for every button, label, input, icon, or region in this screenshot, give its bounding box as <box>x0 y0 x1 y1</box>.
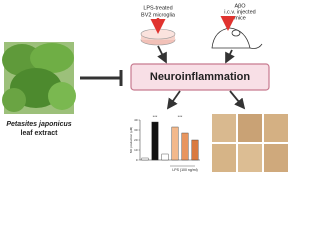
extract-suffix: leaf extract <box>21 130 59 137</box>
bar-chart: 0 10 20 30 40 NO production (μM) *** *** LPS (10… <box>129 114 200 172</box>
arrow <box>225 49 235 64</box>
arrow <box>157 45 167 64</box>
bar <box>171 126 179 161</box>
input-label: mice <box>234 15 246 21</box>
y-axis-label: NO production (μM) <box>129 127 133 153</box>
extract-name: Petasites japonicus <box>6 121 71 128</box>
y-tick-label: 40 <box>134 118 138 122</box>
arrow <box>229 90 246 110</box>
arrow <box>166 90 181 110</box>
micrograph-grid <box>212 114 288 172</box>
bar <box>141 157 149 161</box>
bar <box>181 132 189 161</box>
annotation: *** <box>153 114 158 119</box>
y-tick-label: 10 <box>134 148 138 152</box>
y-tick-label: 30 <box>134 128 138 132</box>
bar <box>151 121 159 161</box>
diagram: Petasites japonicus leaf extract LPS-tre… <box>2 3 288 172</box>
center-label: Neuroinflammation <box>150 71 251 83</box>
mouse-icon <box>211 27 263 49</box>
x-axis-label: LPS (100 ng/ml) <box>172 168 197 172</box>
center-box <box>130 63 270 91</box>
bar <box>191 139 199 161</box>
input-label: LPS-treated <box>143 5 172 11</box>
input-label: i.c.v. injected <box>224 9 255 15</box>
leaf-photo <box>2 42 76 114</box>
input-label: AβO <box>234 3 246 9</box>
petri-dish <box>140 28 176 46</box>
y-tick-label: 0 <box>136 158 138 162</box>
input-label: BV2 microglia <box>141 12 176 18</box>
y-tick-label: 20 <box>134 138 138 142</box>
bar <box>161 153 169 161</box>
annotation: *** <box>178 114 183 119</box>
